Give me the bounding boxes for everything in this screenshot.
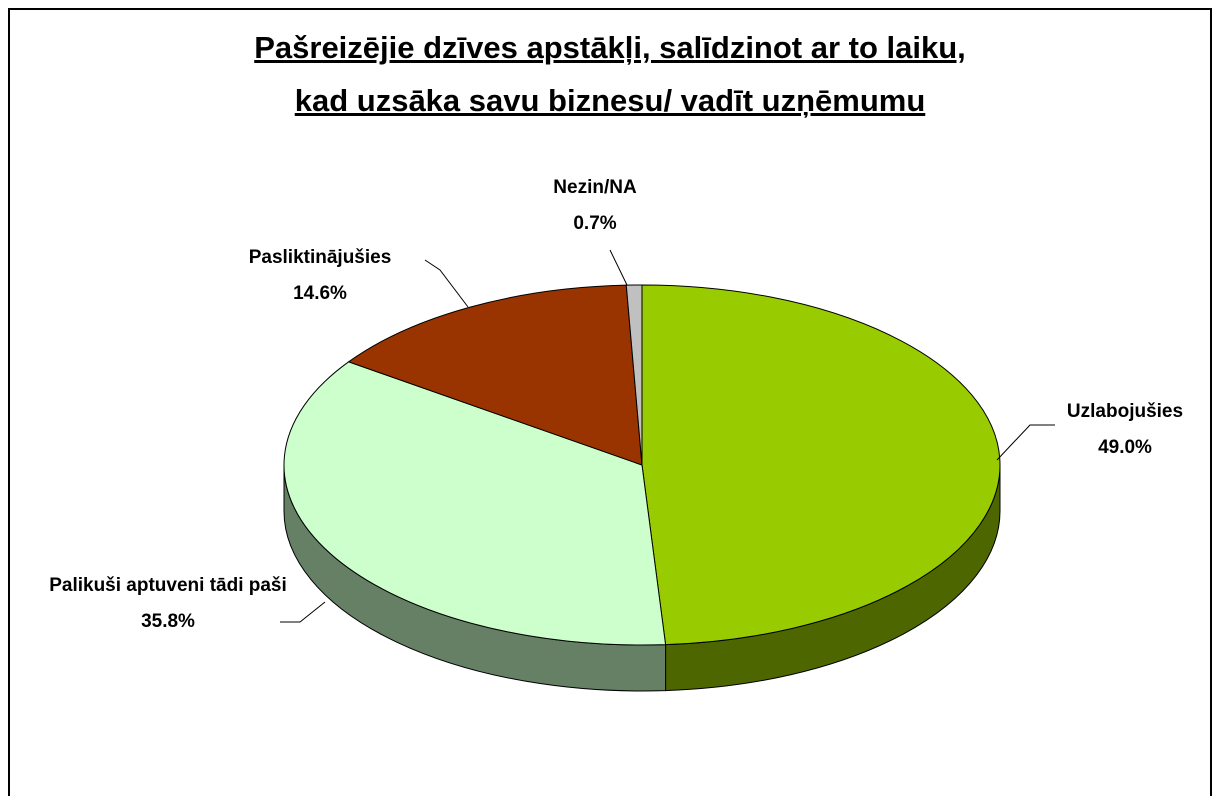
slice [625, 284, 643, 466]
data-label: Pasliktinājušies 14.6% [190, 240, 450, 312]
frame [8, 8, 1212, 796]
slice [641, 284, 1001, 646]
chart-title: Pašreizējie dzīves apstākļi, salīdzinot … [254, 30, 966, 65]
value-label: 14.6% [293, 283, 347, 304]
value-label: 49.0% [1098, 437, 1152, 458]
leader-line [996, 424, 1055, 461]
category-label: Nezin/NA [553, 177, 637, 198]
chart-title: kad uzsāka savu biznesu/ vadīt uzņēmumu [294, 83, 926, 118]
leader-line [280, 601, 326, 623]
slice [283, 361, 667, 646]
leader-line [609, 249, 628, 286]
slice [347, 284, 643, 466]
value-label: 35.8% [141, 611, 195, 632]
value-label: 0.7% [573, 213, 617, 234]
category-label: Palikuši aptuveni tādi paši [49, 575, 287, 596]
data-label: Uzlabojušies 49.0% [1025, 394, 1220, 466]
leader-line [424, 259, 469, 308]
data-label: Palikuši aptuveni tādi paši 35.8% [48, 568, 288, 640]
category-label: Uzlabojušies [1066, 401, 1184, 422]
category-label: Pasliktinājušies [248, 247, 392, 268]
data-label: Nezin/NA 0.7% [515, 170, 675, 242]
